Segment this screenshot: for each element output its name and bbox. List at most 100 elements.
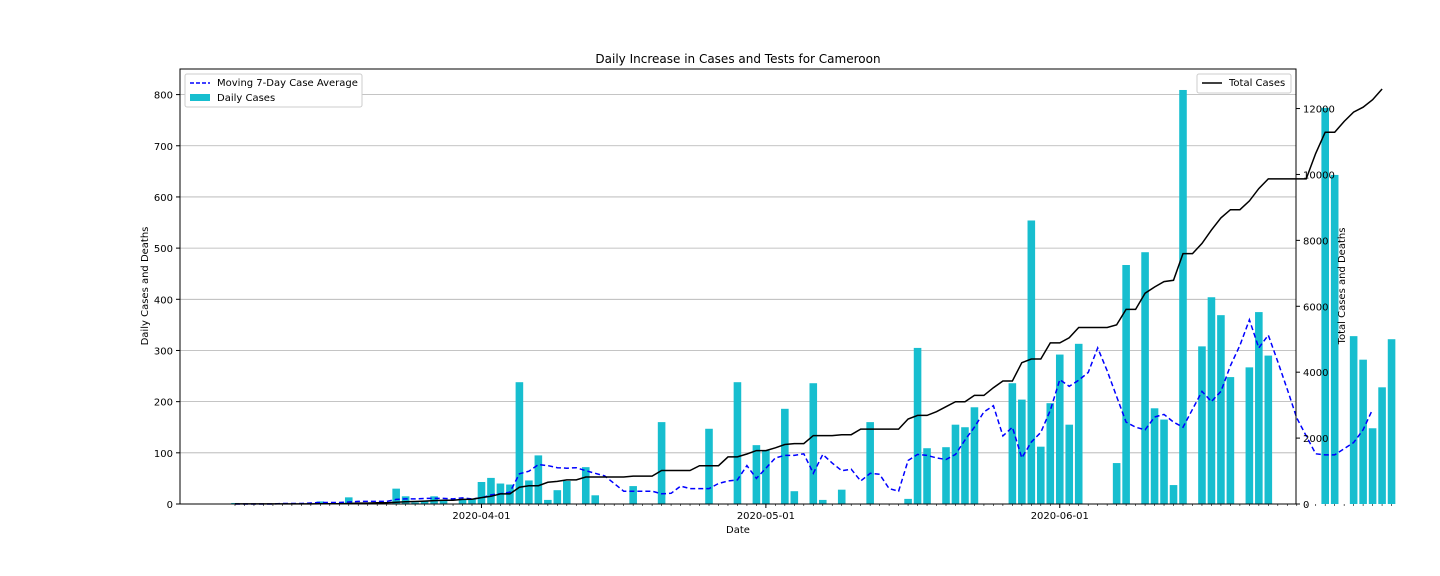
y-tick-label: 300	[154, 346, 173, 357]
daily-case-bar	[913, 347, 922, 504]
daily-case-bar	[1217, 315, 1225, 504]
y2-tick-label: 12000	[1303, 105, 1335, 116]
daily-case-bar	[344, 497, 353, 504]
daily-case-bar	[733, 382, 742, 504]
daily-case-bar	[581, 467, 590, 504]
daily-case-bar	[1037, 446, 1045, 504]
x-axis: 2020-04-01 2020-05-01 2020-06-01	[234, 504, 1392, 522]
daily-case-bar	[657, 422, 666, 504]
daily-case-bar	[970, 407, 979, 504]
daily-case-bar	[373, 502, 381, 504]
daily-cases-bars	[231, 89, 1396, 505]
daily-case-bar	[487, 477, 495, 504]
daily-case-bar	[392, 488, 400, 504]
gridlines	[180, 94, 1296, 505]
right-y-axis-label: Total Cases and Deaths	[1337, 228, 1348, 346]
daily-case-bar	[1226, 377, 1235, 504]
daily-case-bar	[544, 499, 552, 504]
y2-tick-label: 8000	[1303, 236, 1328, 247]
daily-case-bar	[1074, 343, 1083, 504]
daily-case-bar	[790, 491, 799, 504]
legend-right: Total Cases	[1196, 73, 1292, 94]
daily-case-bar	[1359, 359, 1367, 504]
daily-case-bar	[1387, 339, 1396, 504]
daily-case-bar	[1150, 408, 1159, 504]
moving-average-line	[235, 317, 1374, 505]
daily-case-bar	[1065, 424, 1074, 504]
left-y-axis: 0 100 200 300 400 500 600 700 800	[154, 91, 180, 511]
y-tick-label: 200	[154, 398, 173, 409]
daily-case-bar	[809, 383, 818, 504]
daily-case-bar	[1112, 463, 1121, 504]
daily-case-bar	[781, 408, 789, 504]
daily-case-bar	[1018, 399, 1026, 504]
daily-case-bar	[439, 499, 448, 504]
daily-case-bar	[477, 481, 486, 504]
daily-case-bar	[563, 480, 571, 504]
daily-case-bar	[1330, 174, 1339, 504]
daily-case-bar	[629, 486, 637, 504]
daily-case-bar	[951, 424, 960, 504]
daily-case-bar	[1321, 107, 1329, 505]
daily-case-bar	[458, 498, 467, 504]
daily-case-bar	[1179, 89, 1187, 504]
daily-case-bar	[1255, 312, 1263, 504]
daily-case-bar	[1245, 367, 1254, 504]
daily-case-bar	[1264, 355, 1273, 504]
daily-case-bar	[411, 502, 419, 504]
daily-case-bar	[1008, 383, 1017, 504]
daily-case-bar	[1169, 485, 1178, 504]
daily-case-bar	[401, 496, 410, 504]
daily-case-bar	[534, 455, 543, 504]
daily-case-bar	[837, 489, 846, 504]
daily-case-bar	[1160, 419, 1168, 504]
legend-left-box	[184, 73, 363, 108]
y-tick-label: 100	[154, 449, 173, 460]
daily-case-bar	[1349, 336, 1358, 504]
x-axis-label: Date	[726, 525, 750, 536]
chart-title: Daily Increase in Cases and Tests for Ca…	[595, 52, 880, 66]
y2-tick-label: 4000	[1303, 368, 1328, 379]
daily-case-bar	[468, 498, 476, 504]
daily-case-bar	[866, 422, 874, 504]
daily-case-bar	[1055, 354, 1064, 504]
y2-tick-label: 2000	[1303, 434, 1328, 445]
legend-bars-label: Daily Cases	[217, 93, 275, 104]
daily-case-bar	[1368, 428, 1377, 504]
daily-case-bar	[1207, 297, 1216, 504]
total-cases-line	[235, 88, 1383, 505]
daily-case-bar	[1198, 346, 1206, 504]
x-tick-label: 2020-05-01	[737, 511, 795, 522]
daily-case-bar	[591, 495, 600, 504]
daily-case-bar	[1378, 387, 1386, 504]
daily-case-bar	[904, 498, 912, 504]
x-tick-label: 2020-06-01	[1031, 511, 1089, 522]
plot-frame	[179, 68, 1297, 505]
legend-average-label: Moving 7-Day Case Average	[217, 78, 358, 89]
daily-case-bar	[515, 382, 524, 504]
daily-case-bar	[1027, 220, 1036, 504]
daily-case-bar	[762, 450, 770, 504]
daily-case-bar	[818, 499, 827, 504]
y-tick-label: 600	[154, 193, 173, 204]
y-tick-label: 0	[167, 500, 173, 511]
daily-case-bar	[316, 501, 325, 504]
daily-case-bar	[923, 448, 931, 504]
y-tick-label: 500	[154, 244, 173, 255]
y2-tick-label: 6000	[1303, 302, 1328, 313]
daily-case-bar	[1141, 252, 1149, 504]
legend-bars-swatch	[190, 94, 210, 101]
legend-total-label: Total Cases	[1228, 78, 1285, 89]
daily-case-bar	[525, 480, 533, 504]
daily-case-bar	[1046, 403, 1055, 504]
daily-case-bar	[1122, 265, 1130, 504]
y-tick-label: 700	[154, 142, 173, 153]
daily-case-bar	[420, 501, 429, 504]
y-tick-label: 400	[154, 295, 173, 306]
legend-left: Moving 7-Day Case Average Daily Cases	[184, 73, 363, 108]
y2-tick-label: 10000	[1303, 170, 1335, 181]
daily-case-bar	[553, 490, 562, 504]
legend-right-box	[1196, 73, 1292, 94]
y-tick-label: 800	[154, 91, 173, 102]
